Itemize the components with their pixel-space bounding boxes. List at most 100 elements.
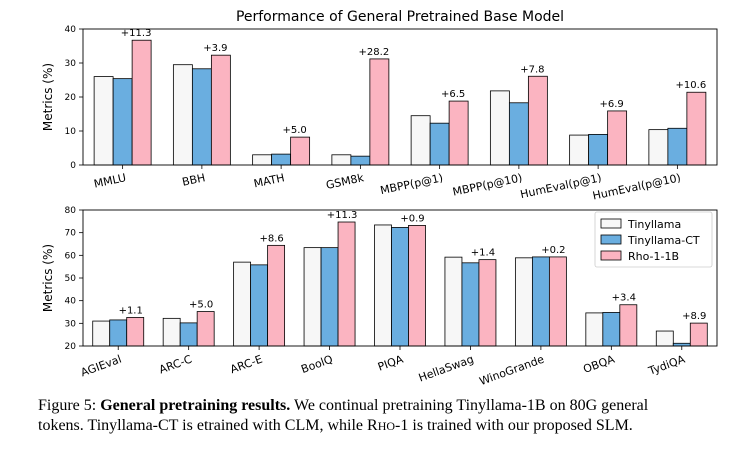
bar-tinyllama-ct bbox=[112, 78, 133, 166]
bar-tinyllama-ct bbox=[602, 312, 621, 347]
bar-tinyllama bbox=[162, 317, 181, 347]
caption-text-2a: tokens. Tinyllama-CT is etrained with CL… bbox=[38, 417, 378, 434]
bar-tinyllama bbox=[410, 115, 431, 166]
y-tick-label: 20 bbox=[65, 93, 77, 103]
legend-box bbox=[594, 211, 713, 268]
bar-rho-1-1b bbox=[408, 225, 426, 347]
y-tick-label: 30 bbox=[65, 319, 77, 329]
legend-swatch bbox=[600, 234, 622, 245]
bar-rho-1-1b bbox=[619, 304, 638, 347]
improvement-annotation: +10.6 bbox=[676, 80, 707, 91]
figure-canvas: Performance of General Pretrained Base M… bbox=[41, 9, 718, 389]
bar-tinyllama-ct bbox=[320, 247, 339, 347]
bar-rho-1-1b bbox=[607, 110, 628, 166]
x-tick-label: TydiQA bbox=[646, 352, 687, 378]
x-tick-label: OBQA bbox=[581, 352, 616, 375]
bar-tinyllama bbox=[303, 247, 322, 347]
bar-tinyllama bbox=[444, 256, 463, 347]
bar-tinyllama bbox=[585, 312, 604, 347]
x-tick-label: HumEval(p@1) bbox=[519, 171, 603, 201]
legend-swatch bbox=[600, 250, 622, 261]
improvement-annotation: +1.1 bbox=[119, 305, 143, 316]
x-tick-label: GSM8k bbox=[325, 171, 366, 192]
bar-tinyllama bbox=[648, 129, 669, 166]
bar-tinyllama bbox=[233, 261, 252, 347]
y-tick-label: 60 bbox=[65, 251, 77, 261]
bar-tinyllama-ct bbox=[429, 122, 450, 166]
bar-tinyllama-ct bbox=[508, 102, 529, 166]
caption-label: Figure 5: bbox=[38, 397, 97, 414]
x-tick-label: ARC-C bbox=[157, 352, 194, 376]
bar-rho-1-1b bbox=[267, 244, 286, 347]
improvement-annotation: +5.0 bbox=[189, 300, 213, 311]
improvement-annotation: +3.9 bbox=[203, 43, 227, 54]
x-tick-label: HumEval(p@10) bbox=[591, 171, 682, 202]
improvement-annotation: +11.3 bbox=[121, 28, 152, 39]
improvement-annotation: +1.4 bbox=[471, 248, 495, 259]
improvement-annotation: +0.9 bbox=[400, 213, 424, 224]
y-axis-label: Metrics (%) bbox=[41, 244, 55, 312]
caption-line-1: Figure 5: General pretraining results. W… bbox=[38, 396, 728, 416]
x-tick-label: MBPP(p@10) bbox=[451, 171, 523, 198]
bar-tinyllama bbox=[569, 134, 590, 166]
bar-rho-1-1b bbox=[686, 91, 707, 166]
bar-tinyllama-ct bbox=[461, 262, 480, 347]
y-tick-label: 30 bbox=[65, 59, 77, 69]
bar-tinyllama bbox=[92, 320, 111, 347]
bar-rho-1-1b bbox=[527, 75, 548, 166]
bar-rho-1-1b bbox=[210, 54, 231, 166]
x-tick-label: BBH bbox=[181, 171, 207, 189]
bar-tinyllama-ct bbox=[667, 127, 688, 166]
x-tick-label: HellaSwag bbox=[417, 353, 476, 385]
figure-caption: Figure 5: General pretraining results. W… bbox=[38, 396, 728, 436]
bar-rho-1-1b bbox=[478, 259, 497, 347]
caption-text-2b: -1 is trained with our proposed SLM. bbox=[395, 417, 633, 434]
improvement-annotation: +6.5 bbox=[441, 89, 465, 100]
legend-label: Rho-1-1B bbox=[628, 250, 679, 263]
bar-tinyllama bbox=[172, 64, 193, 166]
y-tick-label: 50 bbox=[65, 274, 77, 284]
improvement-annotation: +8.6 bbox=[259, 233, 283, 244]
bar-tinyllama-ct bbox=[191, 68, 212, 166]
bar-tinyllama-ct bbox=[588, 133, 609, 166]
bar-tinyllama bbox=[655, 330, 674, 347]
y-tick-label: 20 bbox=[65, 342, 77, 352]
bar-rho-1-1b bbox=[196, 311, 215, 347]
improvement-annotation: +11.3 bbox=[327, 210, 358, 221]
bar-tinyllama-ct bbox=[350, 155, 371, 166]
y-tick-label: 40 bbox=[65, 297, 77, 307]
caption-line-2: tokens. Tinyllama-CT is etrained with CL… bbox=[38, 416, 728, 436]
improvement-annotation: +3.4 bbox=[612, 293, 636, 304]
bar-tinyllama bbox=[331, 154, 352, 166]
bar-rho-1-1b bbox=[337, 221, 356, 347]
x-tick-label: MMLU bbox=[93, 171, 128, 190]
x-tick-label: ARC-E bbox=[228, 353, 264, 377]
bar-rho-1-1b bbox=[290, 136, 311, 166]
bar-rho-1-1b bbox=[369, 58, 390, 166]
y-axis-label: Metrics (%) bbox=[41, 63, 55, 131]
x-tick-label: WinoGrande bbox=[478, 353, 546, 389]
bar-tinyllama-ct bbox=[179, 322, 198, 347]
bar-tinyllama-ct bbox=[391, 227, 409, 347]
y-tick-label: 80 bbox=[65, 206, 77, 216]
caption-smallcaps: HO bbox=[377, 419, 396, 433]
bar-tinyllama bbox=[93, 76, 114, 166]
bar-rho-1-1b bbox=[689, 322, 708, 347]
bar-rho-1-1b bbox=[131, 39, 152, 166]
bar-rho-1-1b bbox=[126, 317, 145, 347]
bar-rho-1-1b bbox=[548, 256, 567, 347]
y-tick-label: 0 bbox=[70, 161, 76, 171]
bar-tinyllama-ct bbox=[109, 319, 128, 347]
bar-tinyllama-ct bbox=[531, 256, 550, 347]
legend-label: Tinyllama-CT bbox=[627, 234, 700, 247]
bar-tinyllama-ct bbox=[250, 264, 269, 347]
improvement-annotation: +8.9 bbox=[682, 311, 706, 322]
bar-tinyllama bbox=[489, 90, 510, 166]
improvement-annotation: +7.8 bbox=[520, 64, 544, 75]
y-tick-label: 40 bbox=[65, 25, 77, 35]
x-tick-label: MATH bbox=[253, 171, 286, 190]
plot-frame bbox=[82, 28, 718, 166]
plot-frame bbox=[82, 209, 718, 347]
caption-text-1: We continual pretraining Tinyllama-1B on… bbox=[294, 397, 649, 414]
chart-title: Performance of General Pretrained Base M… bbox=[236, 9, 564, 25]
